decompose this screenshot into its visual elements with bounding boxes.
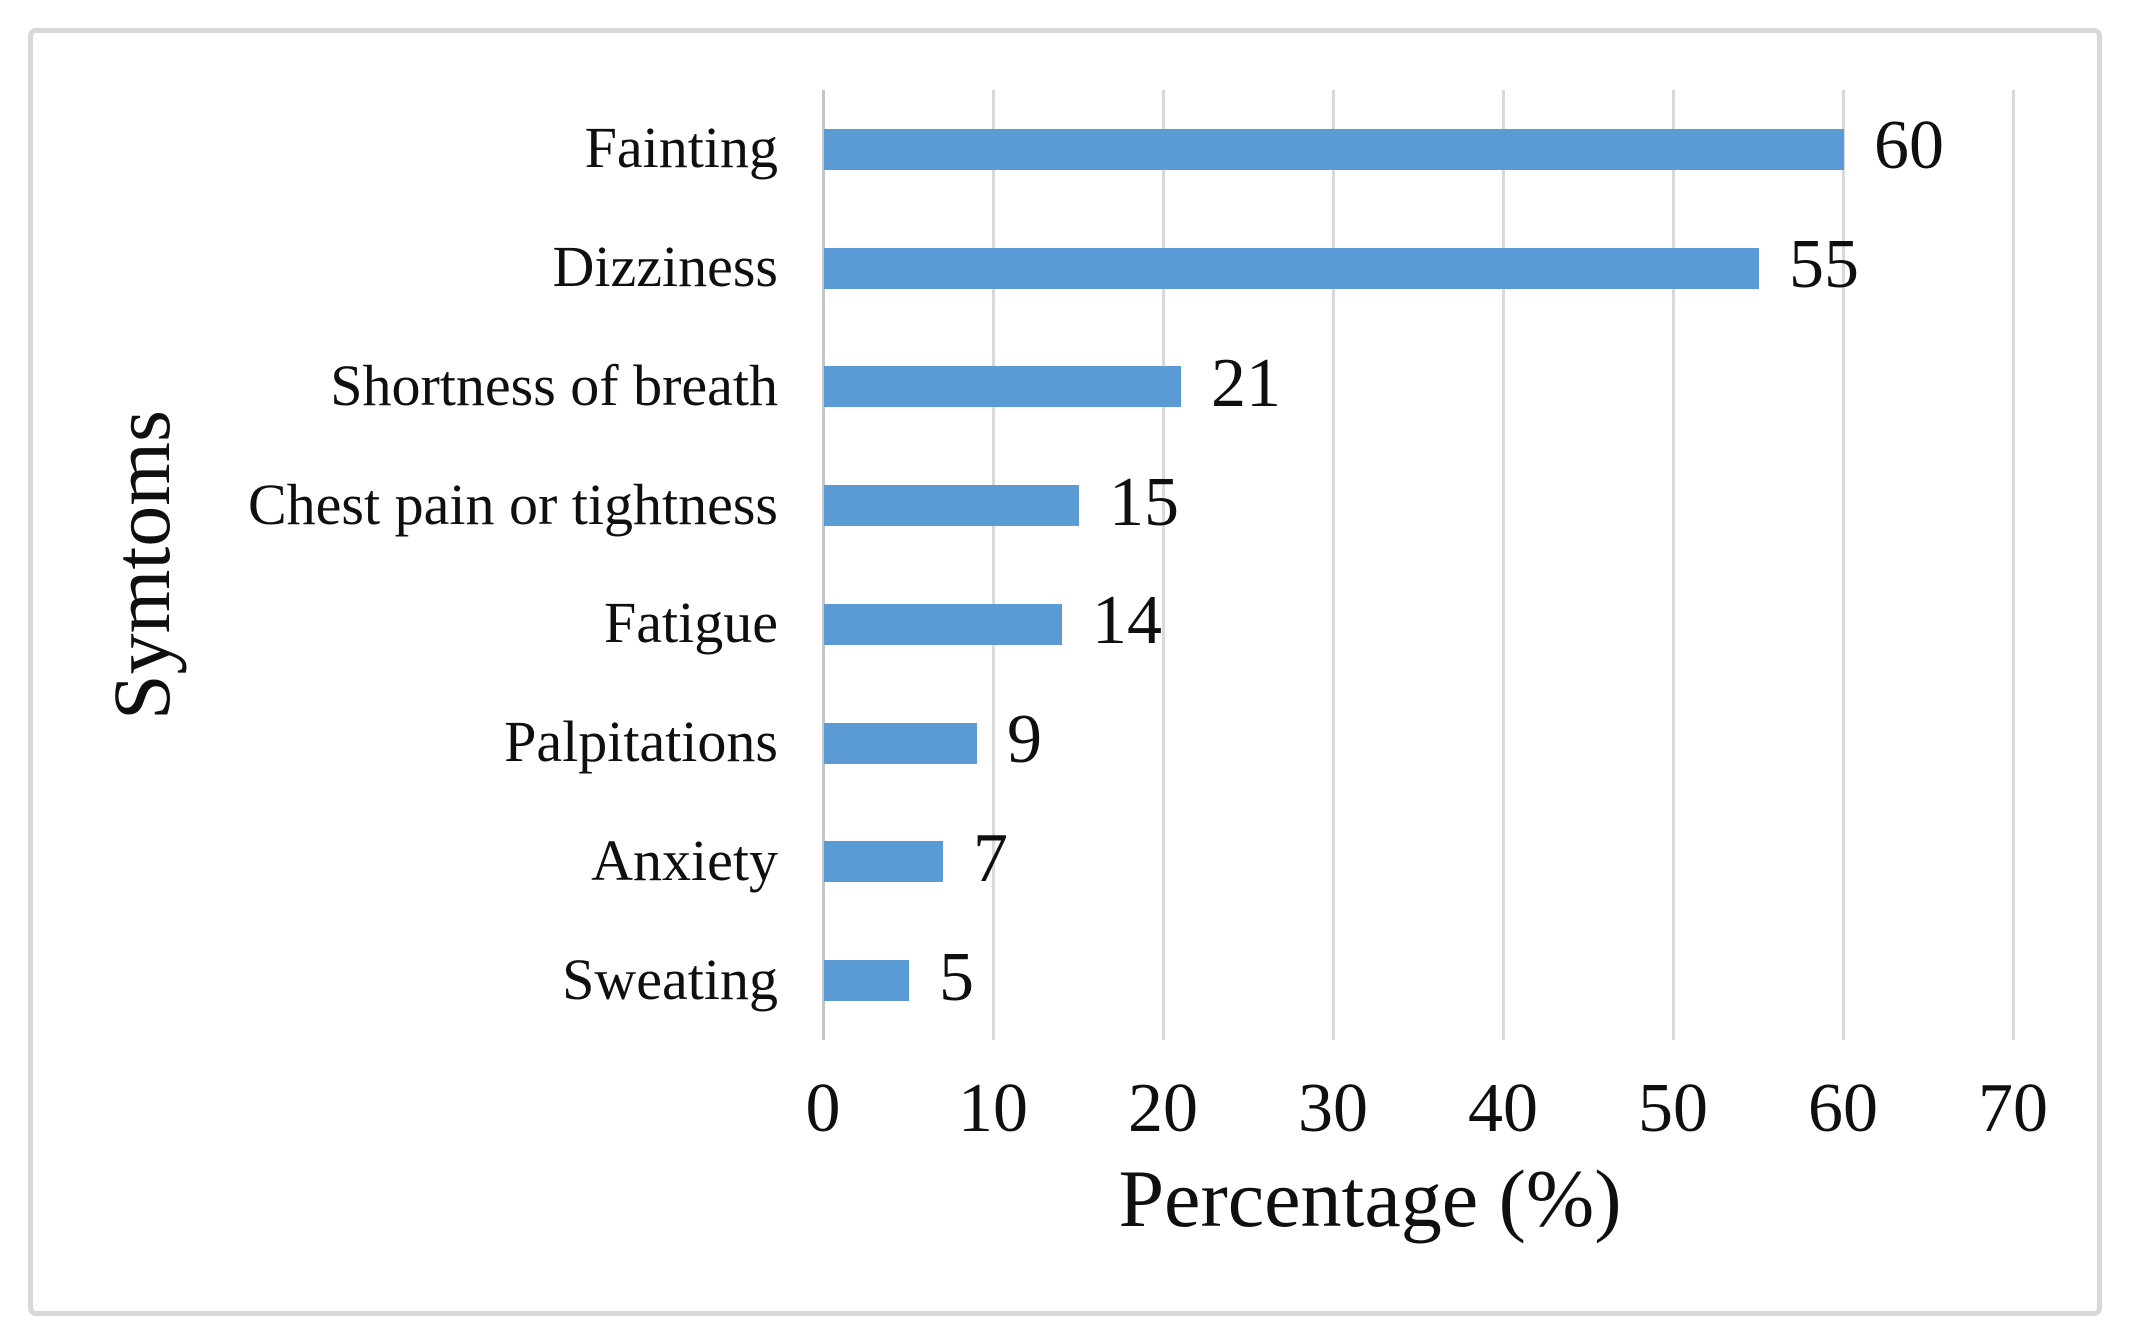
bar-value-label: 55 [1789, 226, 1859, 304]
axis-line [822, 90, 825, 1040]
bar [824, 366, 1181, 408]
category-label: Dizziness [552, 233, 779, 299]
category-label: Fainting [584, 115, 778, 181]
x-tick-label: 40 [1468, 1070, 1538, 1147]
bar-value-label: 15 [1109, 463, 1179, 541]
x-tick-label: 70 [1978, 1070, 2048, 1147]
x-tick-label: 10 [958, 1070, 1028, 1147]
x-tick-label: 20 [1128, 1070, 1198, 1147]
category-label: Chest pain or tightness [247, 471, 778, 537]
bar-value-label: 5 [939, 938, 974, 1016]
bar [824, 603, 1062, 645]
bar [824, 722, 977, 764]
x-gridline [992, 90, 995, 1040]
bar [824, 128, 1844, 170]
x-tick-label: 0 [805, 1070, 841, 1147]
x-gridline [1332, 90, 1335, 1040]
bar-value-label: 21 [1211, 345, 1281, 423]
x-gridline [1162, 90, 1165, 1040]
category-label: Palpitations [504, 708, 778, 774]
bar-value-label: 60 [1874, 107, 1944, 185]
x-tick-label: 50 [1638, 1070, 1708, 1147]
x-axis-title: Percentage (%) [1118, 1153, 1622, 1244]
category-label: Anxiety [591, 827, 778, 893]
chart-frame-border [28, 28, 2102, 1316]
category-label: Sweating [562, 946, 778, 1012]
x-gridline [2012, 90, 2015, 1040]
x-gridline [1842, 90, 1845, 1040]
x-tick-label: 60 [1808, 1070, 1878, 1147]
bar [824, 485, 1079, 527]
bar [824, 841, 943, 883]
y-axis-title: Symtoms [96, 410, 187, 720]
bar-value-label: 7 [973, 820, 1008, 898]
x-tick-label: 30 [1298, 1070, 1368, 1147]
category-label: Shortness of breath [330, 352, 778, 418]
bar-value-label: 14 [1092, 582, 1162, 660]
x-gridline [1502, 90, 1505, 1040]
bar-value-label: 9 [1007, 701, 1042, 779]
bar [824, 247, 1759, 289]
x-gridline [1672, 90, 1675, 1040]
bar [824, 960, 909, 1002]
category-label: Fatigue [604, 590, 778, 656]
